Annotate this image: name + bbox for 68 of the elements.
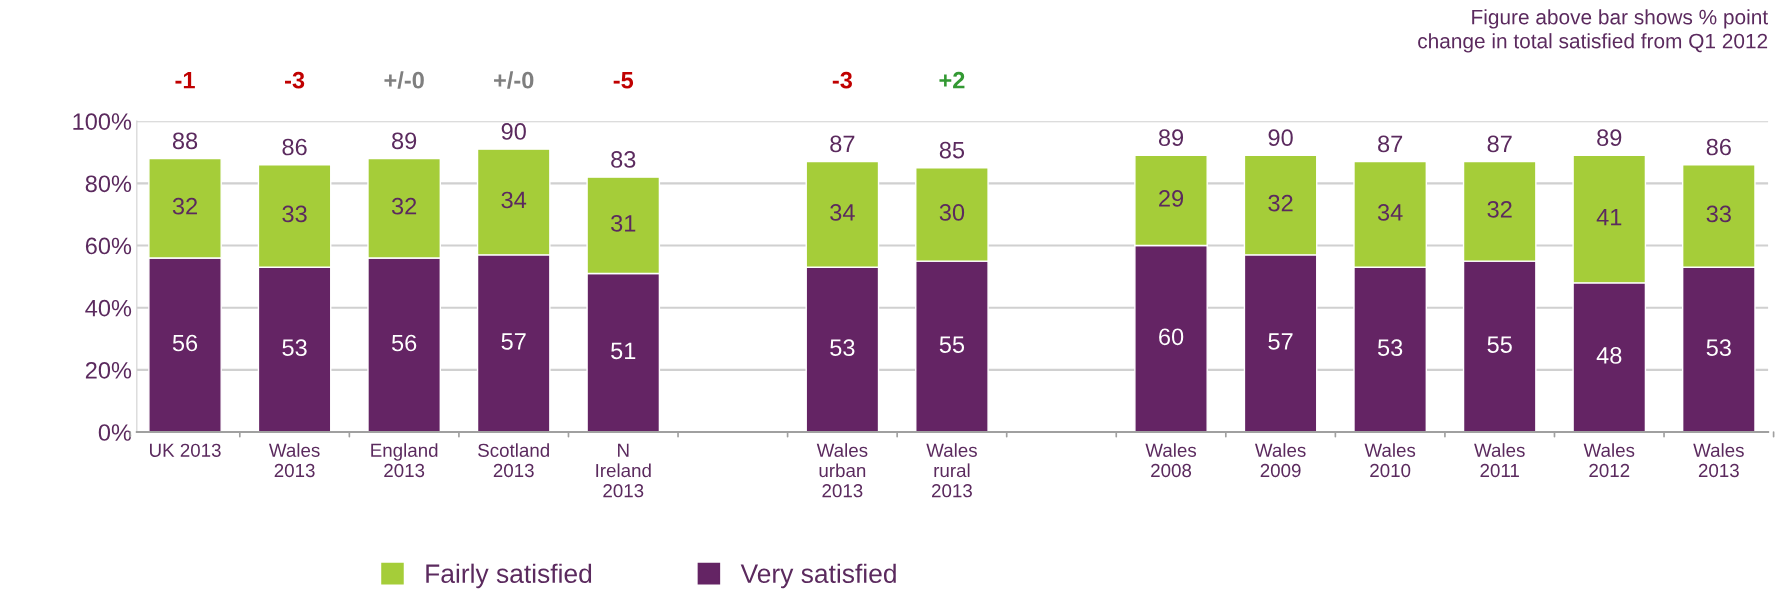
x-tick-label: Wales urban 2013	[816, 443, 868, 498]
y-tick-label: 80%	[85, 175, 132, 193]
x-tick-label: Wales 2011	[1474, 443, 1525, 478]
total-label: 87	[830, 135, 855, 153]
text: +/-0	[494, 71, 534, 89]
total-label: 86	[1706, 138, 1731, 156]
data-label: 29	[1159, 190, 1184, 207]
data-label: 32	[1268, 194, 1293, 212]
text: -1	[175, 72, 195, 89]
x-tick-label: Wales 2010	[1364, 443, 1416, 478]
total-label: 86	[282, 138, 307, 156]
legend-label: Fairly satisfied	[426, 563, 592, 589]
data-label: 53	[830, 339, 855, 357]
data-label: 55	[939, 336, 965, 353]
data-label: 32	[172, 197, 197, 215]
data-label: 60	[1159, 328, 1184, 346]
total-label: 90	[501, 123, 526, 140]
data-label: 34	[501, 191, 527, 209]
x-tick-label: England 2013	[371, 443, 438, 478]
y-tick-label: 60%	[85, 237, 132, 255]
total-label: 83	[611, 151, 636, 168]
text: +2	[939, 71, 965, 89]
data-label: 33	[282, 205, 307, 223]
data-label: 32	[391, 197, 417, 215]
total-label: 85	[939, 141, 965, 159]
text: -3	[285, 71, 305, 89]
data-label: 56	[391, 334, 417, 352]
y-tick-label: 0%	[98, 424, 132, 441]
x-tick-label: N Ireland 2013	[596, 443, 651, 498]
data-label: 56	[172, 334, 198, 352]
x-tick-label: Wales 2009	[1254, 443, 1306, 478]
total-label: 89	[392, 132, 417, 150]
x-tick-label: Wales 2013	[268, 443, 320, 478]
y-tick-label: 20%	[85, 361, 132, 379]
total-label: 90	[1268, 129, 1293, 147]
total-label: 89	[1597, 129, 1622, 147]
data-label: 57	[1268, 333, 1293, 350]
data-label: 30	[939, 204, 965, 221]
x-tick-label: Wales 2013	[1693, 443, 1744, 478]
x-tick-label: Wales 2008	[1145, 443, 1197, 478]
x-tick-label: Scotland 2013	[478, 443, 549, 478]
data-label: 34	[1377, 204, 1403, 221]
y-tick-label: 40%	[85, 299, 132, 317]
total-label: 87	[1487, 135, 1512, 153]
data-label: 34	[830, 204, 855, 221]
y-tick-label: 100%	[73, 113, 132, 130]
data-label: 53	[282, 339, 307, 357]
data-label: 55	[1487, 336, 1512, 353]
data-label: 33	[1706, 205, 1731, 223]
x-tick-label: UK 2013	[150, 443, 221, 457]
text: Figure above bar shows % point change in total satisfied from Q1 2012	[1418, 9, 1768, 53]
total-label: 87	[1378, 135, 1403, 153]
data-label: 53	[1377, 339, 1403, 357]
total-label: 88	[172, 132, 198, 150]
data-label: 32	[1487, 200, 1512, 218]
total-label: 89	[1158, 129, 1184, 147]
legend-label: Very satisfied	[740, 563, 896, 589]
data-label: 41	[1596, 208, 1622, 226]
data-label: 57	[501, 333, 526, 350]
x-tick-label: Wales rural 2013	[926, 443, 977, 498]
data-label: 53	[1706, 339, 1731, 357]
text: +/-0	[384, 71, 424, 89]
x-tick-label: Wales 2012	[1583, 443, 1635, 478]
data-label: 31	[611, 214, 636, 232]
data-label: 48	[1596, 347, 1622, 364]
data-label: 51	[611, 342, 636, 360]
text: -3	[832, 71, 853, 89]
text: -5	[613, 72, 634, 89]
